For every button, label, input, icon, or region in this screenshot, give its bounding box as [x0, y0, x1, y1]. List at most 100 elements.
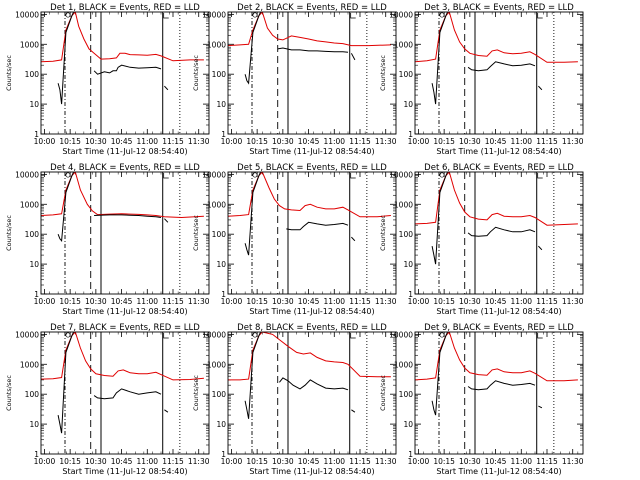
marker-flag-corner: [163, 173, 169, 179]
y-tick-label: 1000: [20, 360, 39, 369]
x-tick-label: 10:45: [111, 297, 133, 306]
panel-frame: [40, 331, 210, 455]
y-axis-label: Counts/sec: [192, 375, 200, 411]
x-tick-label: 11:00: [323, 137, 345, 146]
x-axis-label: Start Time (11-Jul-12 08:54:40): [62, 307, 187, 316]
x-tick-label: 10:45: [111, 457, 133, 466]
y-tick-label: 1: [34, 290, 39, 299]
x-tick-label: 10:30: [85, 457, 107, 466]
marker-flag-corner: [163, 13, 169, 19]
x-tick-label: 10:45: [485, 457, 507, 466]
y-tick-label: 10000: [202, 330, 226, 339]
x-tick-label: 10:15: [433, 137, 455, 146]
panel-det-8: Det 8, BLACK = Events, RED = LLD Counts/s…: [192, 323, 397, 476]
series-events-line: [57, 12, 169, 105]
x-tick-label: 11:15: [536, 297, 558, 306]
y-tick-label: 1: [221, 130, 226, 139]
x-tick-label: 11:00: [323, 457, 345, 466]
panel-title: Det 3, BLACK = Events, RED = LLD: [424, 3, 574, 13]
x-tick-label: 10:45: [485, 297, 507, 306]
panel-det-1: Det 1, BLACK = Events, RED = LLD Counts/s…: [5, 3, 210, 156]
x-tick-label: 11:30: [562, 297, 584, 306]
x-tick-label: 11:15: [349, 297, 371, 306]
x-tick-label: 10:30: [459, 137, 481, 146]
x-tick-label: 10:30: [272, 137, 294, 146]
y-axis-label: Counts/sec: [5, 375, 13, 411]
y-axis-label: Counts/sec: [5, 215, 13, 251]
x-tick-label: 11:00: [510, 297, 532, 306]
marker-flag-corner: [350, 333, 356, 339]
x-tick-label: 11:30: [562, 137, 584, 146]
x-tick-label: 10:00: [34, 137, 56, 146]
x-tick-label: 10:15: [59, 457, 81, 466]
x-tick-label: 11:15: [536, 137, 558, 146]
y-axis-label: Counts/sec: [379, 375, 387, 411]
x-tick-label: 10:00: [221, 137, 243, 146]
marker-flag-circle: [65, 332, 71, 338]
y-tick-label: 1000: [394, 360, 413, 369]
panel-frame: [40, 11, 210, 135]
panel-det-7: Det 7, BLACK = Events, RED = LLD Counts/s…: [5, 323, 210, 476]
panel-title: Det 1, BLACK = Events, RED = LLD: [50, 3, 200, 13]
y-tick-label: 100: [399, 390, 414, 399]
marker-flag-circle: [439, 332, 445, 338]
panel-title: Det 2, BLACK = Events, RED = LLD: [237, 3, 387, 13]
y-tick-label: 10000: [15, 170, 39, 179]
y-tick-label: 1000: [20, 200, 39, 209]
panel-det-9: Det 9, BLACK = Events, RED = LLD Counts/s…: [379, 323, 584, 476]
y-tick-label: 10000: [389, 330, 413, 339]
y-tick-label: 10: [403, 260, 413, 269]
x-tick-label: 10:30: [459, 457, 481, 466]
marker-flag-corner: [350, 13, 356, 19]
y-tick-label: 1000: [207, 200, 226, 209]
marker-flag-circle: [252, 12, 258, 18]
panel-det-2: Det 2, BLACK = Events, RED = LLD Counts/s…: [192, 3, 397, 156]
series-events-line: [244, 12, 356, 85]
y-tick-label: 10000: [202, 170, 226, 179]
panel-title: Det 4, BLACK = Events, RED = LLD: [50, 163, 200, 173]
panel-det-6: Det 6, BLACK = Events, RED = LLD Counts/s…: [379, 163, 584, 316]
x-tick-label: 11:30: [188, 297, 210, 306]
x-axis-label: Start Time (11-Jul-12 08:54:40): [62, 147, 187, 156]
x-tick-label: 11:30: [562, 457, 584, 466]
x-axis-label: Start Time (11-Jul-12 08:54:40): [436, 147, 561, 156]
y-tick-label: 1: [34, 450, 39, 459]
panel-frame: [414, 11, 584, 135]
x-tick-label: 10:45: [485, 137, 507, 146]
y-tick-label: 1: [34, 130, 39, 139]
marker-flag-corner: [537, 333, 543, 339]
y-tick-label: 10000: [389, 170, 413, 179]
y-tick-label: 10: [29, 100, 39, 109]
y-tick-label: 100: [25, 390, 40, 399]
x-tick-label: 10:30: [459, 297, 481, 306]
series-lld-line: [228, 12, 391, 47]
marker-flag-corner: [537, 13, 543, 19]
panel-title: Det 5, BLACK = Events, RED = LLD: [237, 163, 387, 173]
x-tick-label: 11:00: [510, 137, 532, 146]
y-tick-label: 100: [212, 70, 227, 79]
y-axis-label: Counts/sec: [379, 55, 387, 91]
y-tick-label: 100: [399, 70, 414, 79]
panel-det-4: Det 4, BLACK = Events, RED = LLD Counts/s…: [5, 163, 210, 316]
panel-title: Det 7, BLACK = Events, RED = LLD: [50, 323, 200, 333]
series-events-line: [244, 332, 356, 419]
x-tick-label: 10:00: [34, 297, 56, 306]
series-lld-line: [41, 172, 204, 219]
x-tick-label: 10:30: [85, 297, 107, 306]
x-axis-label: Start Time (11-Jul-12 08:54:40): [436, 467, 561, 476]
x-tick-label: 10:30: [85, 137, 107, 146]
x-tick-label: 11:15: [536, 457, 558, 466]
x-tick-label: 11:00: [136, 297, 158, 306]
marker-flag-corner: [350, 173, 356, 179]
y-tick-label: 10000: [15, 10, 39, 19]
x-tick-label: 11:00: [136, 137, 158, 146]
x-tick-label: 10:15: [59, 297, 81, 306]
y-axis-label: Counts/sec: [5, 55, 13, 91]
marker-flag-circle: [439, 12, 445, 18]
y-tick-label: 1: [221, 450, 226, 459]
panel-det-3: Det 3, BLACK = Events, RED = LLD Counts/s…: [379, 3, 584, 156]
x-tick-label: 11:00: [323, 297, 345, 306]
panel-frame: [414, 171, 584, 295]
